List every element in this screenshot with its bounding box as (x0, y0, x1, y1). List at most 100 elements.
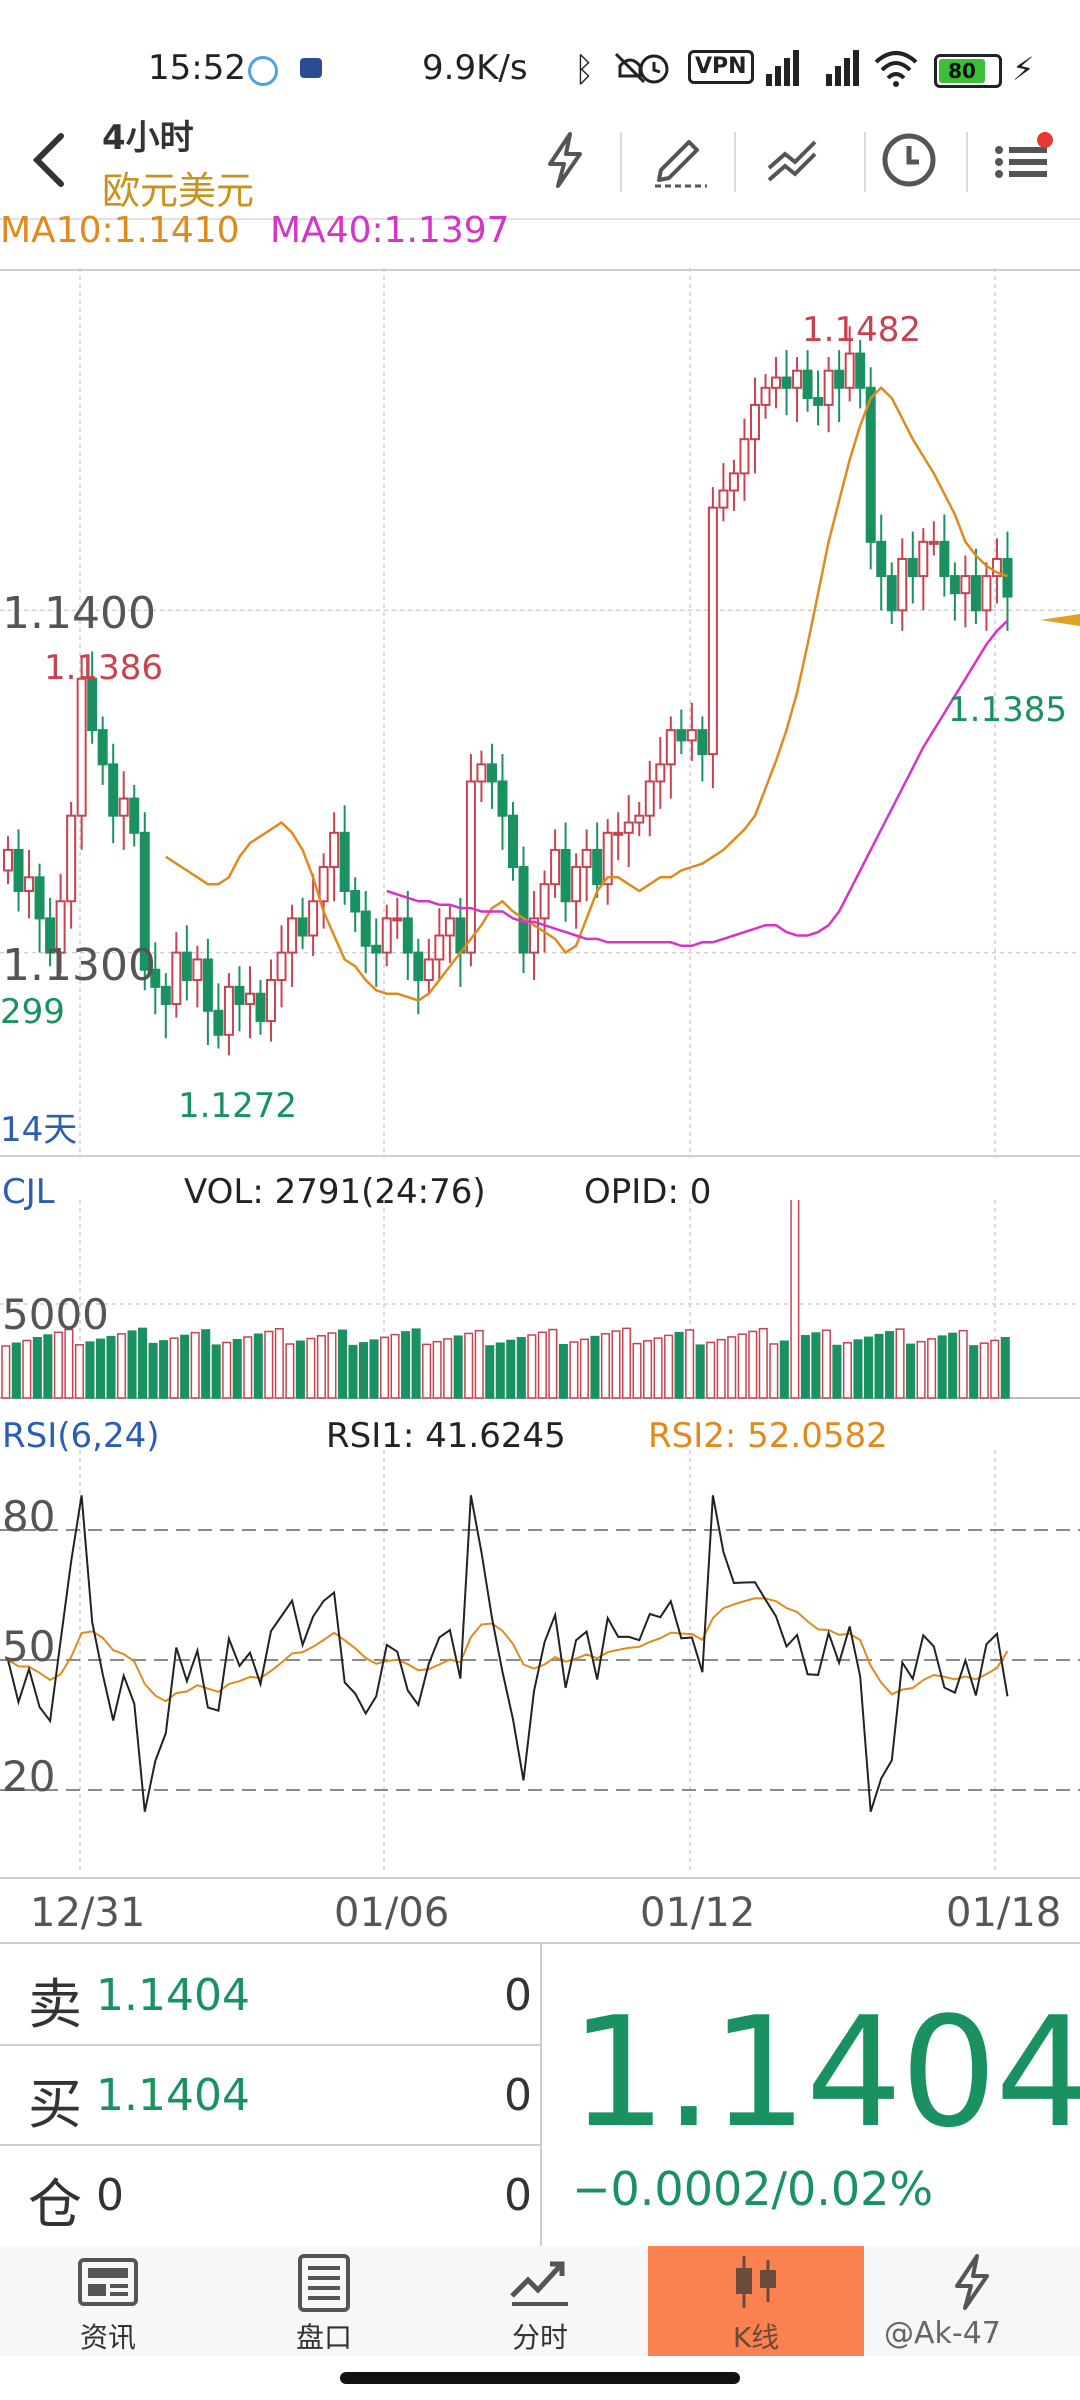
sell-price: 1.1404 (96, 1970, 250, 2021)
candle-body (118, 797, 129, 817)
volume-bar (1000, 1336, 1010, 1399)
price-change: −0.0002/0.02% (572, 2162, 934, 2216)
divider (734, 132, 736, 192)
candle-body (876, 540, 887, 578)
volume-bar (422, 1343, 432, 1399)
volume-bar (22, 1339, 32, 1399)
candle-body (865, 386, 876, 543)
volume-bar (600, 1333, 611, 1399)
volume-bar (590, 1335, 600, 1399)
wifi-icon (872, 48, 920, 88)
draw-button[interactable] (634, 110, 724, 210)
candle-body (329, 831, 340, 869)
rsi-level-label: 20 (2, 1752, 56, 1801)
volume-bar (621, 1327, 632, 1399)
candle-body (718, 489, 729, 509)
news-icon (18, 2250, 198, 2314)
candle-body (97, 729, 108, 766)
volume-bar (53, 1331, 63, 1399)
position-row[interactable]: 仓 0 0 (0, 2144, 540, 2244)
volume-bar (643, 1340, 653, 1399)
volume-bar (85, 1341, 95, 1399)
sell-qty: 0 (504, 1970, 532, 2021)
symbol-name[interactable]: 欧元美元 (102, 169, 255, 213)
candle-body (34, 876, 45, 920)
tab-timeshare[interactable]: 分时 (450, 2246, 630, 2356)
volume-value: VOL: 2791(24:76) (184, 1172, 486, 1212)
tab-news[interactable]: 资讯 (18, 2246, 198, 2356)
home-indicator[interactable] (340, 2372, 740, 2384)
candle-body (939, 540, 950, 578)
candle-body (234, 985, 245, 1005)
candle-body (192, 958, 203, 982)
header-bar: 4小时 欧元美元 (0, 110, 1080, 220)
volume-bar (632, 1342, 642, 1399)
period-button[interactable] (864, 110, 954, 210)
position-qty: 0 (504, 2170, 532, 2221)
flash-button[interactable] (520, 110, 610, 210)
candle-body (423, 958, 434, 982)
volume-bar (737, 1333, 747, 1399)
cloud-icon (248, 56, 278, 86)
candle-body (402, 917, 413, 954)
volume-bar (138, 1327, 148, 1399)
flash-icon (882, 2250, 1062, 2314)
volume-bar (243, 1336, 253, 1399)
volume-bar (885, 1331, 895, 1399)
volume-bar (832, 1344, 842, 1399)
sell-row[interactable]: 卖 1.1404 0 (0, 1944, 540, 2046)
candle-body (991, 557, 1002, 578)
volume-bar (516, 1336, 526, 1399)
candle-body (55, 900, 66, 954)
candle-body (276, 951, 287, 981)
back-button[interactable] (4, 110, 94, 210)
candle-body (223, 985, 234, 1036)
volume-bar (821, 1329, 831, 1399)
volume-bar (201, 1329, 211, 1399)
candle-body (560, 848, 571, 903)
candle-body (13, 848, 24, 893)
volume-bar (969, 1345, 979, 1399)
buy-row[interactable]: 买 1.1404 0 (0, 2044, 540, 2146)
candle-body (592, 848, 603, 886)
quote-panel: 卖 1.1404 0 买 1.1404 0 仓 0 0 1.1404 −0.00… (0, 1942, 1080, 2248)
volume-bar (485, 1345, 495, 1399)
tab-flash[interactable] (882, 2246, 1062, 2356)
volume-bar (779, 1340, 789, 1399)
candlestick-chart[interactable] (0, 268, 1080, 1158)
volume-title: CJL (2, 1172, 55, 1212)
x-tick-label: 01/06 (334, 1890, 450, 1936)
volume-bar (380, 1336, 390, 1399)
candle-body (697, 729, 708, 756)
candle-body (171, 951, 182, 1005)
volume-bar (474, 1329, 484, 1399)
candle-body (844, 352, 855, 389)
menu-button[interactable] (978, 110, 1068, 210)
volume-bar (664, 1334, 674, 1399)
volume-bar (895, 1328, 905, 1399)
volume-bar (527, 1334, 537, 1399)
volume-bar (916, 1340, 926, 1399)
period-label[interactable]: 4小时 (102, 118, 194, 158)
candle-body (381, 917, 392, 954)
tab-orderbook[interactable]: 盘口 (234, 2246, 414, 2356)
battery-icon: 80 (934, 54, 1002, 88)
bluetooth-icon: ᛒ (574, 50, 595, 90)
watermark: @Ak-47 (884, 2316, 1001, 2351)
volume-bar (295, 1340, 305, 1399)
candle-body (897, 557, 908, 612)
candle-body (960, 575, 971, 595)
volume-chart[interactable] (0, 1200, 1080, 1410)
candle-body (129, 797, 140, 834)
network-speed: 9.9K/s (422, 48, 528, 88)
status-time: 15:52 (148, 48, 246, 88)
buy-label: 买 (28, 2073, 82, 2136)
tab-kline[interactable]: K线 (648, 2246, 864, 2356)
indicator-button[interactable] (748, 110, 838, 210)
volume-bar (264, 1330, 274, 1399)
rsi-chart[interactable] (0, 1450, 1080, 1880)
candle-body (508, 814, 518, 869)
divider (966, 132, 968, 192)
volume-bar (579, 1338, 589, 1399)
volume-bar (685, 1329, 695, 1399)
